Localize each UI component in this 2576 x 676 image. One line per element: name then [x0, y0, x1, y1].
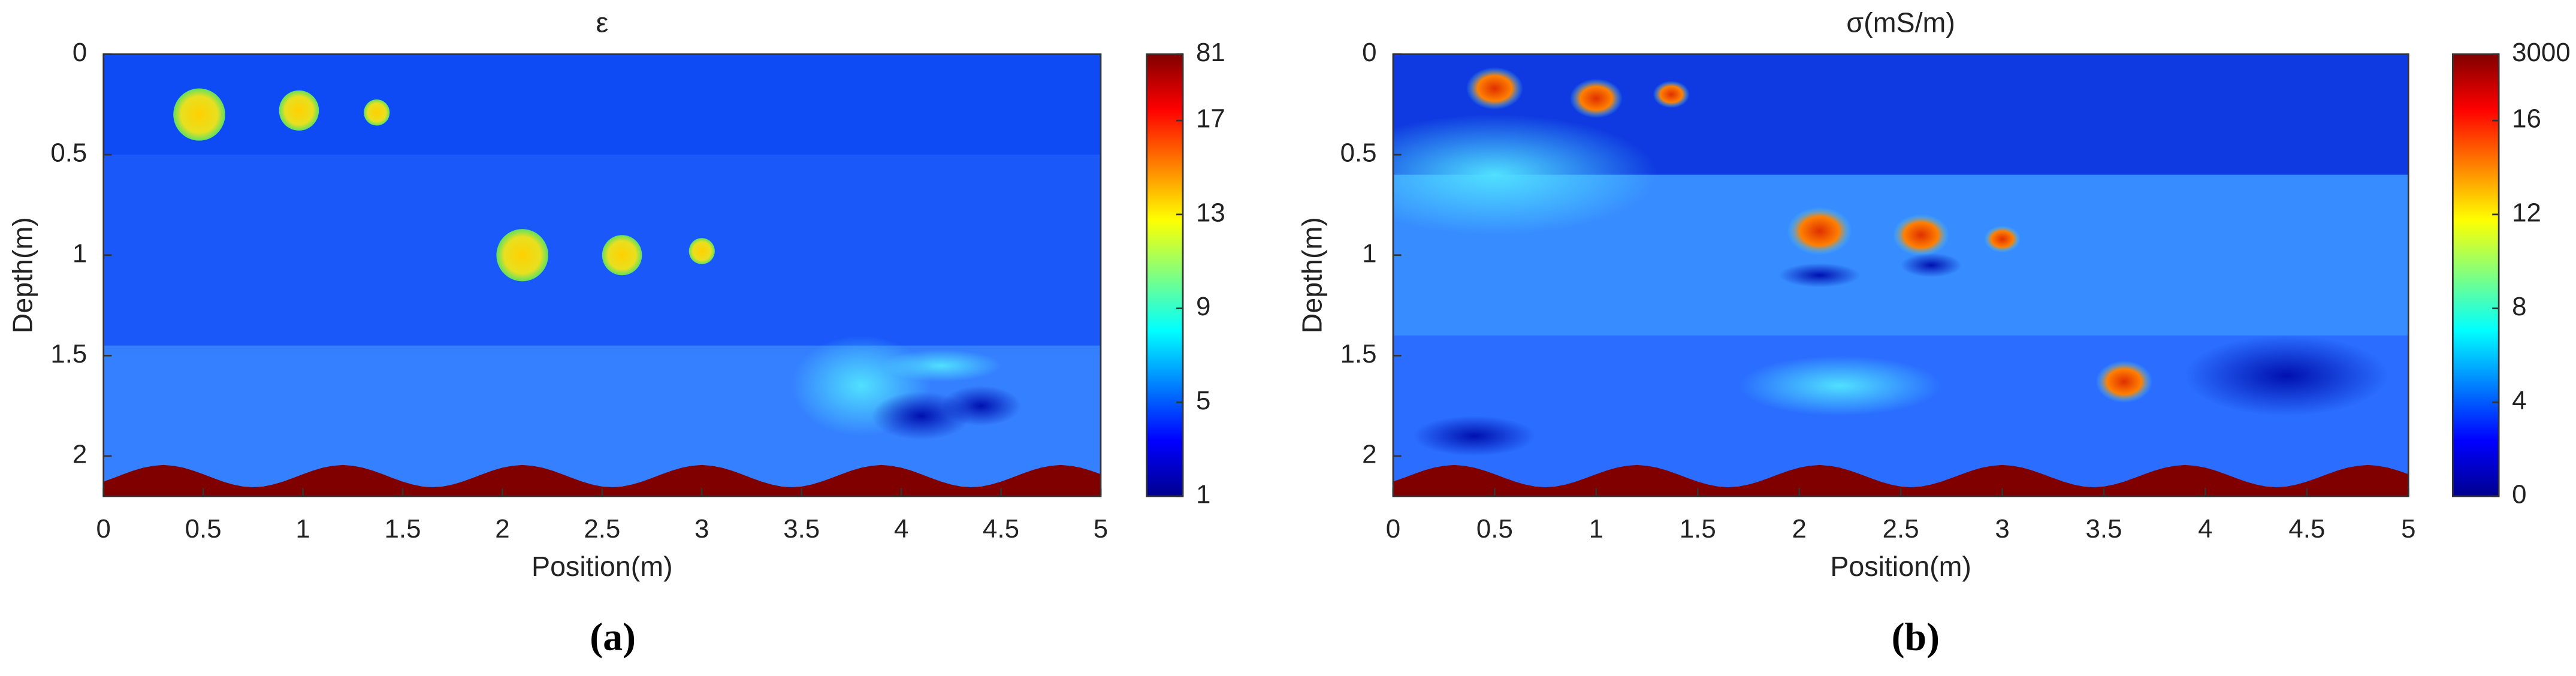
- x-tick-label: 3: [1995, 514, 2009, 544]
- anomaly: [1466, 67, 1523, 110]
- y-tick-label: 2: [1362, 440, 1376, 469]
- x-tick-label: 2: [1792, 514, 1807, 544]
- colorbar-tick-label: 0: [2512, 480, 2526, 509]
- y-tick-label: 0.5: [50, 138, 87, 168]
- colorbar-tick-label: 9: [1196, 292, 1210, 321]
- x-tick-label: 4: [2198, 514, 2212, 544]
- panel-label: (b): [1892, 615, 1940, 659]
- anomaly: [688, 238, 715, 264]
- anomaly: [364, 99, 390, 126]
- anomaly: [2095, 360, 2153, 403]
- x-tick-label: 0.5: [1476, 514, 1513, 544]
- anomaly: [1569, 79, 1623, 118]
- x-tick-label: 5: [2401, 514, 2415, 544]
- colorbar-tick-label: 81: [1196, 38, 1225, 67]
- field-blob: [1901, 253, 1962, 277]
- field-blob: [1413, 415, 1536, 456]
- colorbar-tick-label: 8: [2512, 292, 2526, 321]
- y-axis-label: Depth(m): [1297, 217, 1328, 333]
- x-tick-label: 5: [1094, 514, 1108, 544]
- field-blob: [2185, 335, 2388, 416]
- x-tick-label: 1.5: [1680, 514, 1716, 544]
- x-tick-label: 2: [495, 514, 509, 544]
- x-tick-label: 1: [295, 514, 310, 544]
- panel: 0 0.5 1 1.5 2 2.5 3 3.5 4 4.5 5 0 0.5 1 1.5 2 ε Position(…: [7, 7, 1225, 659]
- x-tick-label: 0.5: [185, 514, 222, 544]
- panel: 0 0.5 1 1.5 2 2.5 3 3.5 4 4.5 5 0 0.5 1 1.5 2 σ(mS/m) Pos…: [1297, 7, 2571, 659]
- chart-title: ε: [596, 7, 608, 38]
- anomaly: [1892, 214, 1950, 256]
- x-axis-label: Position(m): [531, 551, 673, 582]
- heatmap-field: [103, 54, 1101, 497]
- panel-label: (a): [590, 615, 636, 659]
- colorbar-tick-label: 1: [1196, 480, 1210, 509]
- field-band: [103, 155, 1101, 356]
- heatmap-field: [1393, 54, 2409, 497]
- x-tick-label: 4.5: [983, 514, 1019, 544]
- y-tick-label: 1: [1362, 239, 1376, 268]
- x-tick-label: 3.5: [783, 514, 820, 544]
- colorbar-tick-label: 17: [1196, 104, 1225, 134]
- colorbar-tick-label: 12: [2512, 198, 2541, 227]
- y-tick-label: 0.5: [1340, 138, 1377, 168]
- colorbar-tick-label: 4: [2512, 386, 2526, 415]
- bedrock: [1393, 464, 2409, 497]
- colorbar: [2452, 53, 2500, 497]
- x-tick-label: 2.5: [584, 514, 620, 544]
- field-band: [103, 54, 1101, 155]
- anomaly: [1653, 80, 1690, 108]
- anomaly: [173, 88, 225, 141]
- colorbar-tick-label: 13: [1196, 198, 1225, 227]
- field-blob: [1393, 114, 1657, 236]
- anomaly: [279, 90, 319, 131]
- x-tick-label: 1: [1589, 514, 1603, 544]
- field-blob: [1738, 355, 1941, 416]
- x-axis-label: Position(m): [1830, 551, 1971, 582]
- x-tick-label: 4: [894, 514, 908, 544]
- field-blob: [1778, 263, 1861, 288]
- y-tick-label: 0: [1362, 38, 1376, 67]
- y-tick-label: 1.5: [1340, 339, 1377, 369]
- colorbar-tick-label: 3000: [2512, 38, 2571, 67]
- x-tick-label: 0: [1386, 514, 1400, 544]
- chart-title: σ(mS/m): [1846, 7, 1955, 38]
- anomaly: [496, 229, 548, 282]
- y-tick-label: 2: [73, 440, 87, 469]
- colorbar-tick-label: 5: [1196, 386, 1210, 415]
- anomaly: [602, 235, 642, 276]
- field-blob: [941, 385, 1021, 426]
- y-tick-label: 0: [73, 38, 87, 67]
- x-tick-label: 2.5: [1883, 514, 1919, 544]
- x-tick-label: 0: [96, 514, 111, 544]
- x-tick-label: 1.5: [385, 514, 421, 544]
- x-tick-label: 3.5: [2086, 514, 2122, 544]
- colorbar-tick-label: 16: [2512, 104, 2541, 134]
- y-tick-label: 1.5: [50, 339, 87, 369]
- bedrock: [103, 464, 1101, 497]
- y-axis-label: Depth(m): [7, 217, 38, 333]
- x-tick-label: 4.5: [2288, 514, 2325, 544]
- anomaly: [1984, 225, 2021, 253]
- anomaly: [1787, 207, 1852, 255]
- y-tick-label: 1: [73, 239, 87, 268]
- field-blob: [881, 349, 1001, 382]
- x-tick-label: 3: [694, 514, 709, 544]
- colorbar: [1146, 53, 1184, 497]
